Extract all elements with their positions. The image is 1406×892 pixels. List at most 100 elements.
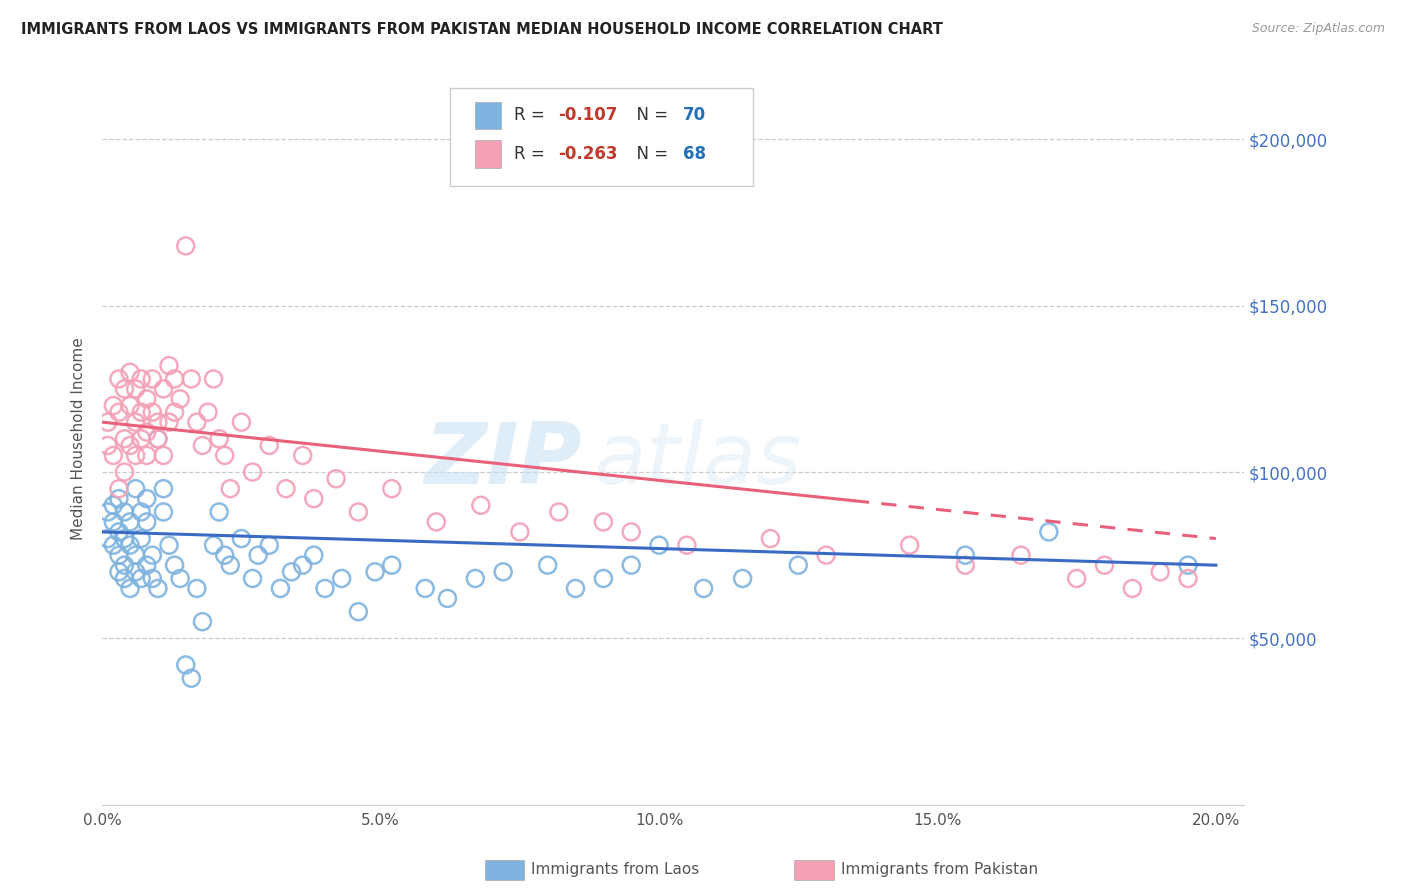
Point — [141, 548, 163, 562]
Point — [169, 572, 191, 586]
Point — [1149, 565, 1171, 579]
Point — [97, 505, 120, 519]
Point — [118, 582, 141, 596]
Point — [381, 558, 404, 573]
Point — [124, 482, 146, 496]
Point — [269, 582, 291, 596]
Text: ZIP: ZIP — [425, 419, 582, 502]
Point — [141, 405, 163, 419]
Point — [537, 558, 560, 573]
Point — [103, 515, 125, 529]
Point — [291, 449, 314, 463]
Point — [470, 498, 492, 512]
Point — [114, 382, 136, 396]
Point — [620, 558, 643, 573]
Point — [381, 482, 404, 496]
Point — [347, 605, 370, 619]
Point — [592, 515, 614, 529]
Text: N =: N = — [626, 106, 673, 124]
Point — [259, 438, 281, 452]
Point — [509, 524, 531, 539]
Point — [135, 392, 157, 406]
Point — [191, 438, 214, 452]
Point — [347, 505, 370, 519]
Point — [186, 415, 208, 429]
Text: Immigrants from Pakistan: Immigrants from Pakistan — [841, 863, 1038, 877]
Point — [124, 449, 146, 463]
Text: -0.107: -0.107 — [558, 106, 617, 124]
Point — [108, 491, 131, 506]
FancyBboxPatch shape — [450, 87, 752, 186]
Text: 68: 68 — [683, 145, 706, 163]
Point — [1121, 582, 1143, 596]
Point — [157, 538, 180, 552]
Text: N =: N = — [626, 145, 673, 163]
Point — [648, 538, 671, 552]
Point — [180, 372, 202, 386]
Point — [114, 532, 136, 546]
Point — [152, 449, 174, 463]
Point — [620, 524, 643, 539]
Text: Immigrants from Laos: Immigrants from Laos — [531, 863, 700, 877]
Point — [129, 432, 152, 446]
Text: R =: R = — [515, 145, 550, 163]
Point — [214, 548, 236, 562]
Point — [146, 582, 169, 596]
Point — [118, 538, 141, 552]
Point — [231, 532, 253, 546]
Point — [146, 432, 169, 446]
Point — [1038, 524, 1060, 539]
Point — [191, 615, 214, 629]
FancyBboxPatch shape — [475, 102, 501, 129]
Point — [135, 558, 157, 573]
Point — [219, 558, 242, 573]
Point — [141, 372, 163, 386]
Point — [1010, 548, 1032, 562]
Point — [103, 399, 125, 413]
Point — [152, 482, 174, 496]
Point — [124, 565, 146, 579]
Point — [1094, 558, 1116, 573]
Point — [108, 548, 131, 562]
Point — [124, 548, 146, 562]
Point — [135, 491, 157, 506]
FancyBboxPatch shape — [475, 140, 501, 168]
Point — [108, 372, 131, 386]
Point — [464, 572, 486, 586]
Point — [114, 505, 136, 519]
Point — [197, 405, 219, 419]
Point — [815, 548, 838, 562]
Point — [955, 558, 977, 573]
Point — [676, 538, 699, 552]
Point — [564, 582, 586, 596]
Point — [135, 425, 157, 439]
Point — [118, 438, 141, 452]
Point — [114, 558, 136, 573]
Point — [186, 582, 208, 596]
Point — [425, 515, 447, 529]
Text: atlas: atlas — [593, 419, 801, 502]
Text: Source: ZipAtlas.com: Source: ZipAtlas.com — [1251, 22, 1385, 36]
Point — [325, 472, 347, 486]
Point — [436, 591, 458, 606]
Point — [202, 372, 225, 386]
Point — [242, 465, 264, 479]
Point — [692, 582, 714, 596]
Point — [135, 449, 157, 463]
Point — [259, 538, 281, 552]
Point — [547, 505, 569, 519]
Point — [129, 372, 152, 386]
Point — [129, 532, 152, 546]
Point — [302, 548, 325, 562]
Point — [280, 565, 302, 579]
Point — [108, 482, 131, 496]
Point — [124, 382, 146, 396]
Point — [114, 572, 136, 586]
Point — [124, 415, 146, 429]
Point — [146, 432, 169, 446]
Point — [242, 572, 264, 586]
Point — [118, 515, 141, 529]
Point — [731, 572, 754, 586]
Point — [103, 498, 125, 512]
Point — [1066, 572, 1088, 586]
